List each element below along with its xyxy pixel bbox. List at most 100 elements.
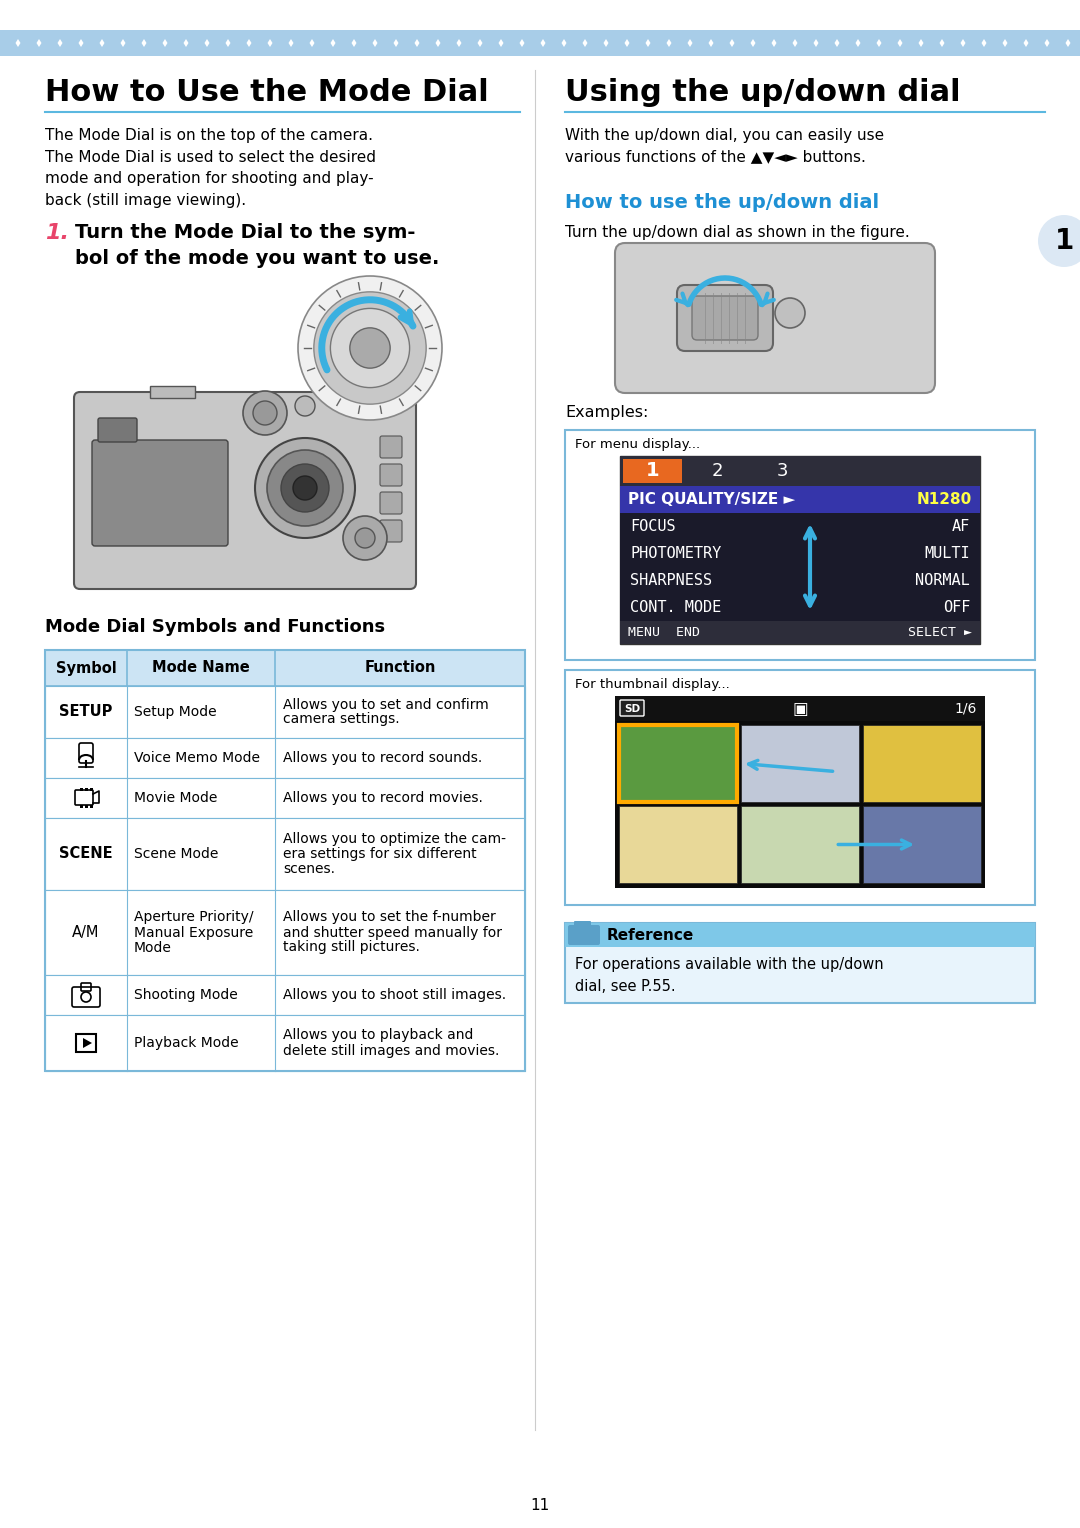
Polygon shape [288, 40, 294, 47]
FancyBboxPatch shape [573, 921, 591, 931]
Bar [85, 788, 87, 792]
Polygon shape [877, 40, 881, 47]
Text: For menu display...: For menu display... [575, 439, 700, 451]
Text: and shutter speed manually for: and shutter speed manually for [283, 926, 502, 940]
Text: SHARPNESS: SHARPNESS [630, 573, 712, 588]
Polygon shape [540, 40, 545, 47]
Polygon shape [268, 40, 272, 47]
Bar [620, 567, 980, 594]
Bar [741, 724, 859, 802]
Text: With the up/down dial, you can easily use
various functions of the ▲▼◄► buttons.: With the up/down dial, you can easily us… [565, 128, 885, 165]
Polygon shape [688, 40, 692, 47]
Polygon shape [1066, 40, 1070, 47]
Polygon shape [37, 40, 41, 47]
Text: SELECT ►: SELECT ► [908, 626, 972, 639]
Bar [620, 539, 980, 567]
Polygon shape [226, 40, 230, 47]
Text: Turn the up/down dial as shown in the figure.: Turn the up/down dial as shown in the fi… [565, 225, 909, 240]
Text: Allows you to shoot still images.: Allows you to shoot still images. [283, 989, 507, 1002]
Bar [615, 695, 985, 721]
Bar [620, 455, 980, 643]
Polygon shape [184, 40, 189, 47]
Text: SCENE: SCENE [59, 847, 112, 862]
Circle shape [253, 400, 276, 425]
Bar [863, 805, 981, 883]
Polygon shape [415, 40, 419, 47]
Bar [620, 594, 980, 620]
Bar [863, 724, 981, 802]
Polygon shape [435, 40, 441, 47]
Polygon shape [751, 40, 756, 47]
Polygon shape [940, 40, 945, 47]
Bar [45, 649, 525, 686]
Text: delete still images and movies.: delete still images and movies. [283, 1044, 499, 1057]
Circle shape [293, 477, 318, 500]
Text: Allows you to optimize the cam-: Allows you to optimize the cam- [283, 833, 507, 847]
Text: MULTI: MULTI [924, 545, 970, 561]
Text: OFF: OFF [943, 601, 970, 614]
Text: Allows you to set the f-number: Allows you to set the f-number [283, 911, 496, 924]
Text: Setup Mode: Setup Mode [134, 704, 217, 720]
Text: How to use the up/down dial: How to use the up/down dial [565, 193, 879, 212]
Circle shape [295, 396, 315, 416]
Text: 11: 11 [530, 1497, 550, 1513]
Polygon shape [57, 40, 63, 47]
Polygon shape [1044, 40, 1050, 47]
Text: 3: 3 [777, 461, 788, 480]
Bar [45, 817, 525, 889]
Circle shape [314, 292, 427, 405]
Text: Reference: Reference [607, 927, 694, 943]
Circle shape [355, 529, 375, 549]
Bar [620, 455, 980, 486]
Bar [0, 31, 1080, 57]
Polygon shape [83, 1038, 92, 1048]
Bar [150, 387, 195, 397]
Polygon shape [457, 40, 461, 47]
Polygon shape [729, 40, 734, 47]
Bar [615, 695, 985, 888]
Text: Allows you to playback and: Allows you to playback and [283, 1028, 473, 1042]
Text: 2: 2 [712, 461, 724, 480]
Polygon shape [646, 40, 650, 47]
Bar [620, 513, 980, 539]
Text: Aperture Priority/: Aperture Priority/ [134, 911, 254, 924]
Polygon shape [477, 40, 483, 47]
Text: How to Use the Mode Dial: How to Use the Mode Dial [45, 78, 489, 107]
Polygon shape [708, 40, 714, 47]
Text: era settings for six different: era settings for six different [283, 847, 476, 860]
Bar [45, 686, 525, 738]
FancyBboxPatch shape [380, 435, 402, 458]
FancyBboxPatch shape [677, 286, 773, 351]
Polygon shape [793, 40, 797, 47]
Bar [620, 486, 980, 513]
Polygon shape [15, 40, 21, 47]
Text: Manual Exposure: Manual Exposure [134, 926, 253, 940]
Bar [619, 724, 737, 802]
Circle shape [298, 277, 442, 420]
Bar [90, 805, 93, 808]
Text: scenes.: scenes. [283, 862, 335, 876]
Bar [623, 458, 681, 483]
Bar [620, 620, 980, 643]
Bar [565, 923, 1035, 947]
Polygon shape [393, 40, 399, 47]
Polygon shape [121, 40, 125, 47]
Text: Playback Mode: Playback Mode [134, 1036, 239, 1050]
Text: For operations available with the up/down
dial, see P.55.: For operations available with the up/dow… [575, 957, 883, 995]
Circle shape [1038, 215, 1080, 267]
Polygon shape [813, 40, 819, 47]
Polygon shape [897, 40, 903, 47]
Bar [80, 788, 83, 792]
Polygon shape [624, 40, 630, 47]
Polygon shape [666, 40, 672, 47]
Polygon shape [982, 40, 986, 47]
Text: 1: 1 [646, 461, 659, 480]
Text: Function: Function [364, 660, 435, 675]
Text: SD: SD [624, 703, 640, 714]
Text: Allows you to record sounds.: Allows you to record sounds. [283, 750, 483, 766]
Bar [45, 649, 525, 1071]
Text: N1280: N1280 [917, 492, 972, 507]
Polygon shape [330, 40, 336, 47]
FancyBboxPatch shape [380, 465, 402, 486]
Polygon shape [604, 40, 608, 47]
